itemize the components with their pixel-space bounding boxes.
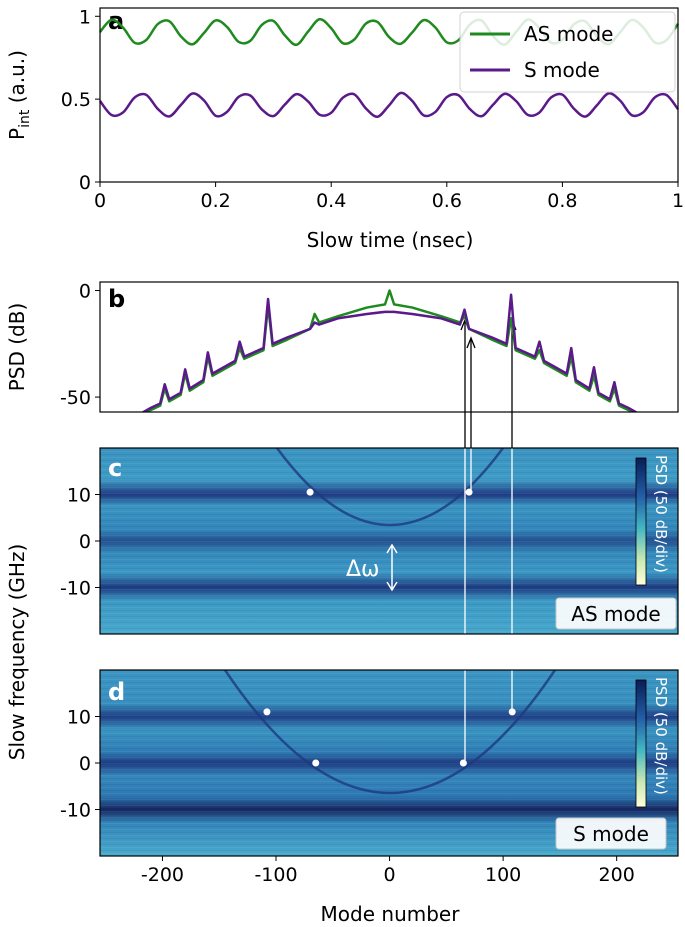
- mode-label-box: [555, 817, 667, 850]
- y-tick-label: 10: [67, 485, 91, 507]
- legend-label: AS mode: [524, 22, 613, 46]
- x-tick-label: 100: [485, 864, 521, 886]
- x-axis-label: Slow time (nsec): [307, 228, 474, 252]
- legend-box: [459, 11, 676, 93]
- y-axis-label: Slow frequency (GHz): [5, 544, 29, 761]
- x-tick-label: -200: [141, 864, 184, 886]
- colorbar-label: PSD (50 dB/div): [652, 455, 670, 573]
- line: [141, 289, 638, 412]
- plot-area: [140, 289, 639, 412]
- colorbar-label: PSD (50 dB/div): [652, 677, 670, 795]
- y-axis-label: Pint (a.u.): [5, 50, 33, 140]
- y-tick-label: 1: [79, 6, 91, 28]
- x-axis-label: Mode number: [321, 902, 461, 926]
- y-axis-label-unit: (a.u.): [5, 50, 29, 110]
- y-tick-label: 0: [79, 531, 91, 553]
- y-tick-label: -50: [60, 387, 91, 409]
- x-tick-label: 1: [672, 190, 684, 212]
- panel-label: b: [108, 285, 125, 313]
- x-tick-label: 0.6: [432, 190, 462, 212]
- point: [459, 759, 467, 767]
- point: [508, 708, 516, 716]
- y-axis-label-sub: int: [17, 109, 33, 128]
- x-tick-label: 200: [599, 864, 635, 886]
- y-tick-label: 0: [79, 172, 91, 194]
- y-tick-label: 0.5: [61, 89, 91, 111]
- y-tick-label: 0: [79, 281, 91, 303]
- heatmap-d: [100, 670, 678, 856]
- y-tick-label: 0: [79, 753, 91, 775]
- heatmap-c: [100, 448, 678, 634]
- plot-area: [306, 488, 473, 496]
- mode-label: AS mode: [571, 602, 660, 626]
- plot-area: [263, 708, 516, 767]
- mode-label: S mode: [573, 822, 649, 846]
- x-tick-label: 0.4: [316, 190, 346, 212]
- point: [465, 488, 473, 496]
- panel-label: d: [108, 678, 125, 706]
- x-tick-label: 0: [94, 190, 106, 212]
- y-axis-label: PSD (dB): [5, 303, 29, 392]
- point: [306, 488, 314, 496]
- y-tick-label: -10: [60, 800, 91, 822]
- point: [263, 708, 271, 716]
- x-tick-label: 0: [384, 864, 396, 886]
- point: [312, 759, 320, 767]
- axes-frame: [99, 7, 679, 183]
- legend-label: S mode: [524, 58, 600, 82]
- y-axis-label-main: P: [5, 128, 29, 140]
- x-tick-label: -100: [254, 864, 297, 886]
- line: [99, 91, 680, 118]
- line: [140, 293, 639, 412]
- mode-label-box: [555, 597, 677, 630]
- y-tick-label: -10: [60, 578, 91, 600]
- y-tick-label: 10: [67, 707, 91, 729]
- axes-frame: [99, 281, 679, 413]
- x-tick-label: 0.2: [200, 190, 230, 212]
- x-tick-label: 0.8: [547, 190, 577, 212]
- panel-label: c: [108, 454, 122, 482]
- annotation: Δω: [346, 557, 379, 582]
